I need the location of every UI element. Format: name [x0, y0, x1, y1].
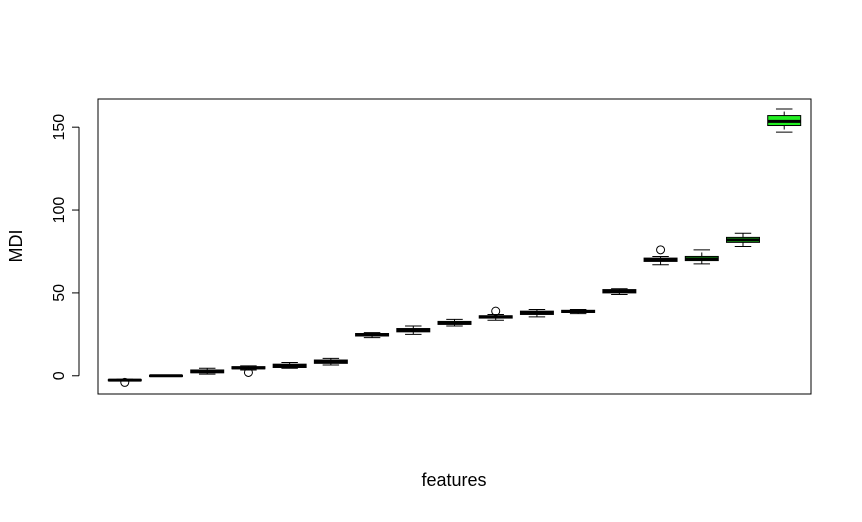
- y-tick-label: 150: [51, 114, 68, 141]
- outlier-point: [120, 377, 130, 387]
- y-axis-label: MDI: [6, 230, 26, 263]
- box-group: [231, 365, 266, 377]
- box-group: [396, 325, 431, 335]
- box-group: [313, 357, 348, 366]
- outlier-point: [491, 306, 501, 316]
- y-tick-label: 50: [51, 284, 68, 302]
- plot-frame: [97, 98, 812, 395]
- box-group: [437, 318, 472, 327]
- outlier-point: [243, 367, 253, 377]
- box-group: [478, 306, 513, 321]
- box-group: [149, 374, 183, 378]
- outlier-point: [656, 245, 666, 255]
- box-group: [602, 288, 637, 296]
- box-group: [107, 377, 142, 387]
- box-group: [767, 108, 802, 133]
- box-group: [355, 332, 390, 339]
- boxes: [107, 108, 802, 387]
- x-axis-label: features: [421, 470, 486, 490]
- y-tick-label: 100: [51, 197, 68, 224]
- box-group: [726, 232, 760, 247]
- box-group: [272, 362, 307, 369]
- box-group: [684, 249, 719, 265]
- y-tick-label: 0: [51, 371, 68, 380]
- box-group: [643, 245, 678, 266]
- box-group: [190, 367, 225, 375]
- y-axis: 0 50 100 150: [51, 114, 80, 380]
- box-group: [561, 308, 596, 315]
- box-group: [519, 308, 554, 318]
